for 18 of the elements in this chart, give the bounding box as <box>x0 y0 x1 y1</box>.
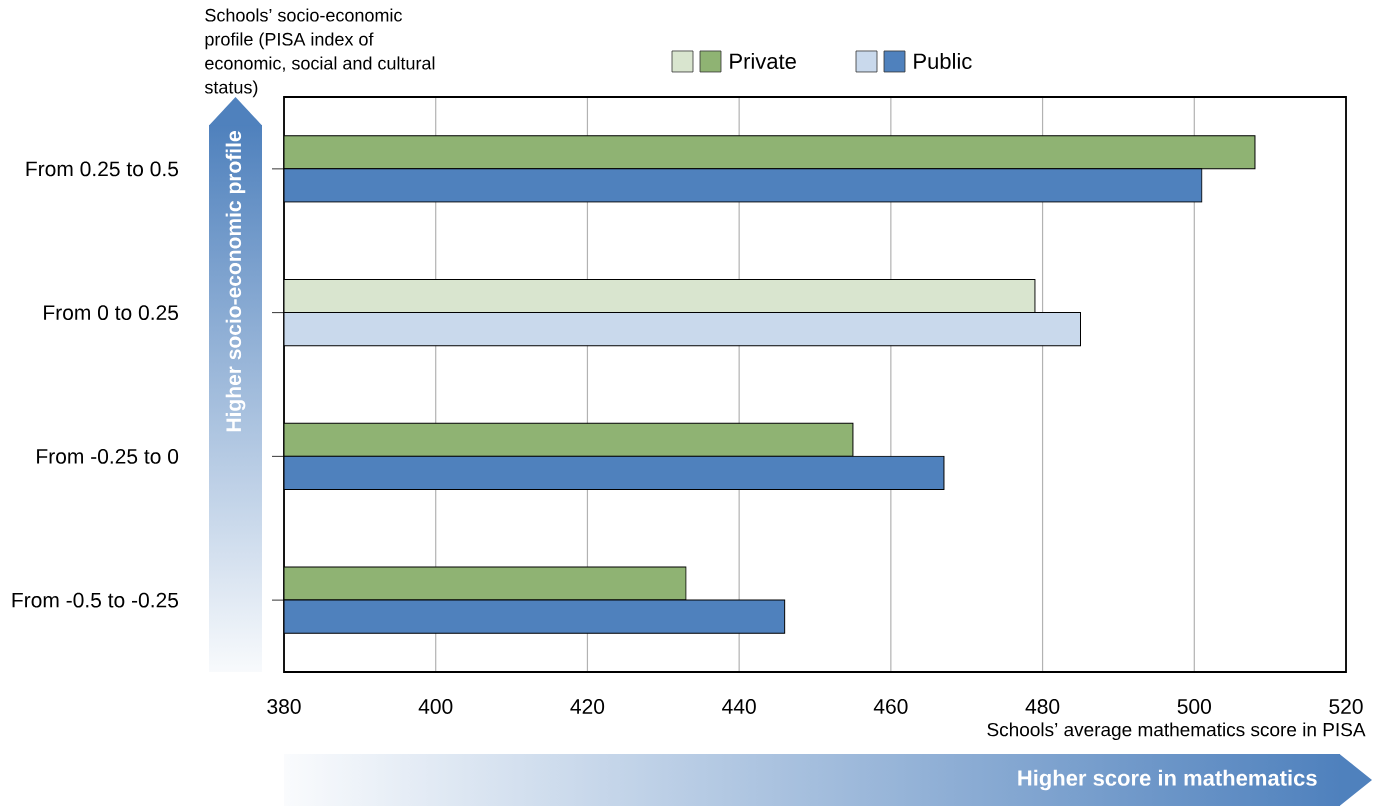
y-tick-label: From -0.5 to -0.25 <box>12 592 179 608</box>
x-tick-label: 420 <box>570 699 605 714</box>
x-tick-label: 460 <box>873 699 908 714</box>
legend-label: Public <box>914 52 972 70</box>
x-axis-title: Schools’ average mathematics score in PISA <box>987 722 1366 741</box>
y-tick-label: From 0.25 to 0.5 <box>26 161 179 177</box>
y-axis-title: Schools’ socio-economic profile (PISA index of economic, social and cultural status) <box>204 8 435 98</box>
x-tick-label: 380 <box>267 699 301 714</box>
x-tick-label: 520 <box>1329 699 1363 714</box>
y-tick-label: From 0 to 0.25 <box>44 305 179 321</box>
y-tick-label: From -0.25 to 0 <box>37 448 179 464</box>
x-tick-label: 400 <box>418 699 453 714</box>
legend-label: Private <box>730 52 796 70</box>
text: Higher socio-economic profile <box>225 131 246 432</box>
text: Higher score in mathematics <box>1018 769 1317 791</box>
x-tick-label: 440 <box>722 699 756 714</box>
x-tick-label: 480 <box>1025 699 1060 714</box>
x-tick-label: 500 <box>1177 699 1211 714</box>
